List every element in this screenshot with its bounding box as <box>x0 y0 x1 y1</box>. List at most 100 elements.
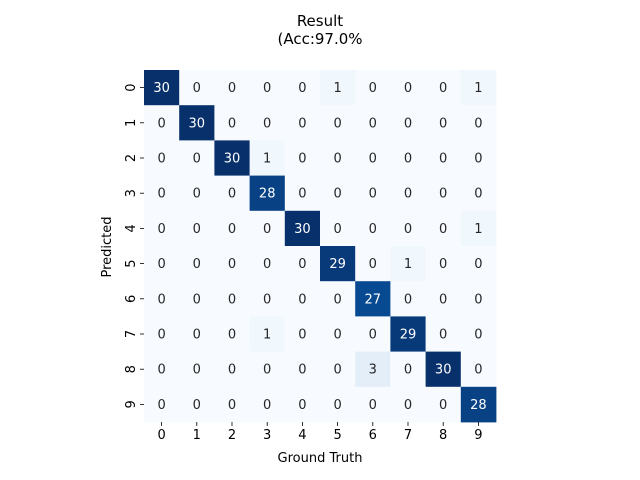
cell-value-label: 0 <box>369 257 377 272</box>
heatmap-cell <box>425 281 462 317</box>
x-tick-label: 0 <box>157 428 165 443</box>
heatmap-cell <box>320 316 356 352</box>
heatmap-cell <box>460 175 497 212</box>
cell-value-label: 0 <box>369 152 377 167</box>
heatmap-cell <box>390 210 426 247</box>
cell-value-label: 0 <box>263 116 271 131</box>
heatmap-cell <box>320 386 356 423</box>
cell-value-label: 0 <box>474 187 482 202</box>
heatmap-cell <box>284 210 321 247</box>
y-axis-ticks: 0 1 2 3 4 5 6 7 8 9 <box>124 83 144 409</box>
heatmap-cell <box>390 246 426 282</box>
cell-value-label: 0 <box>228 328 236 343</box>
heatmap-cell <box>355 281 391 317</box>
heatmap-cell <box>249 316 286 352</box>
cell-value-label: 0 <box>333 116 341 131</box>
heatmap-cell <box>425 351 462 388</box>
heatmap-cell <box>355 246 391 282</box>
heatmap-cell <box>355 351 391 388</box>
heatmap-cell <box>214 175 250 212</box>
cell-value-label: 0 <box>369 187 377 202</box>
cell-value-label: 0 <box>298 152 306 167</box>
heatmap-cell <box>249 281 286 317</box>
cell-value-label: 0 <box>404 222 412 237</box>
heatmap-cell <box>249 351 286 388</box>
heatmap-cell <box>460 281 497 317</box>
heatmap-cell <box>425 246 462 282</box>
cell-value-label: 0 <box>439 81 447 96</box>
heatmap-cell <box>144 210 180 247</box>
heatmap-cell <box>214 105 250 141</box>
cell-value-label: 0 <box>193 363 201 378</box>
cell-value-label: 0 <box>157 116 165 131</box>
cell-value-label: 0 <box>298 257 306 272</box>
heatmap-cell <box>249 70 286 106</box>
heatmap-cell <box>425 210 462 247</box>
cell-value-label: 0 <box>474 363 482 378</box>
y-tick-label: 0 <box>124 83 139 91</box>
chart-title-line-2: (Acc:97.0% <box>277 30 363 48</box>
cell-value-label: 0 <box>157 363 165 378</box>
heatmap-cell <box>284 351 321 388</box>
heatmap-cell <box>284 175 321 212</box>
cell-value-label: 0 <box>193 292 201 307</box>
cell-value-label: 0 <box>369 116 377 131</box>
heatmap-cell <box>249 210 286 247</box>
heatmap-cell <box>390 140 426 176</box>
heatmap-cell <box>320 175 356 212</box>
cell-value-label: 0 <box>263 292 271 307</box>
heatmap-cell <box>144 351 180 388</box>
cell-value-label: 0 <box>404 398 412 413</box>
cell-value-label: 0 <box>404 292 412 307</box>
heatmap-cell <box>284 140 321 176</box>
heatmap-cell <box>320 140 356 176</box>
heatmap-cell <box>460 70 497 106</box>
cell-value-label: 0 <box>263 363 271 378</box>
heatmap-cell <box>425 105 462 141</box>
heatmap-cell <box>144 175 180 212</box>
cell-value-label: 0 <box>193 328 201 343</box>
cell-value-label: 0 <box>439 398 447 413</box>
x-tick-label: 4 <box>298 428 306 443</box>
heatmap-cell <box>144 316 180 352</box>
cell-value-label: 1 <box>263 152 271 167</box>
heatmap-cell <box>214 316 250 352</box>
heatmap-cell <box>249 140 286 176</box>
heatmap-cell <box>355 175 391 212</box>
y-tick-label: 4 <box>124 224 139 232</box>
cell-value-label: 0 <box>369 398 377 413</box>
cell-value-label: 3 <box>369 363 377 378</box>
chart-title-line-1: Result <box>296 12 344 30</box>
cell-value-label: 30 <box>435 363 452 378</box>
heatmap-cell <box>390 351 426 388</box>
x-tick-label: 3 <box>263 428 271 443</box>
y-tick-label: 9 <box>124 400 139 408</box>
cell-value-label: 0 <box>193 222 201 237</box>
heatmap-cell <box>214 210 250 247</box>
heatmap-cell <box>390 70 426 106</box>
cell-value-label: 0 <box>157 398 165 413</box>
cell-value-label: 0 <box>474 257 482 272</box>
heatmap-cell <box>425 175 462 212</box>
heatmap-cell <box>425 386 462 423</box>
heatmap-cell <box>179 351 215 388</box>
heatmap-cell <box>144 105 180 141</box>
heatmap-cell <box>179 281 215 317</box>
heatmap-cell <box>355 316 391 352</box>
x-tick-label: 8 <box>439 428 447 443</box>
cell-value-label: 0 <box>404 187 412 202</box>
y-tick-label: 7 <box>124 330 139 338</box>
cell-value-label: 0 <box>439 187 447 202</box>
cell-value-label: 28 <box>259 187 276 202</box>
heatmap-cell <box>214 246 250 282</box>
cell-value-label: 0 <box>333 398 341 413</box>
heatmap-cell <box>179 210 215 247</box>
cell-value-label: 0 <box>228 222 236 237</box>
cell-value-label: 0 <box>298 398 306 413</box>
x-tick-label: 2 <box>228 428 236 443</box>
cell-value-label: 0 <box>298 363 306 378</box>
heatmap-cell <box>425 140 462 176</box>
heatmap-cell <box>179 246 215 282</box>
cell-value-label: 0 <box>439 152 447 167</box>
cell-value-label: 0 <box>228 363 236 378</box>
